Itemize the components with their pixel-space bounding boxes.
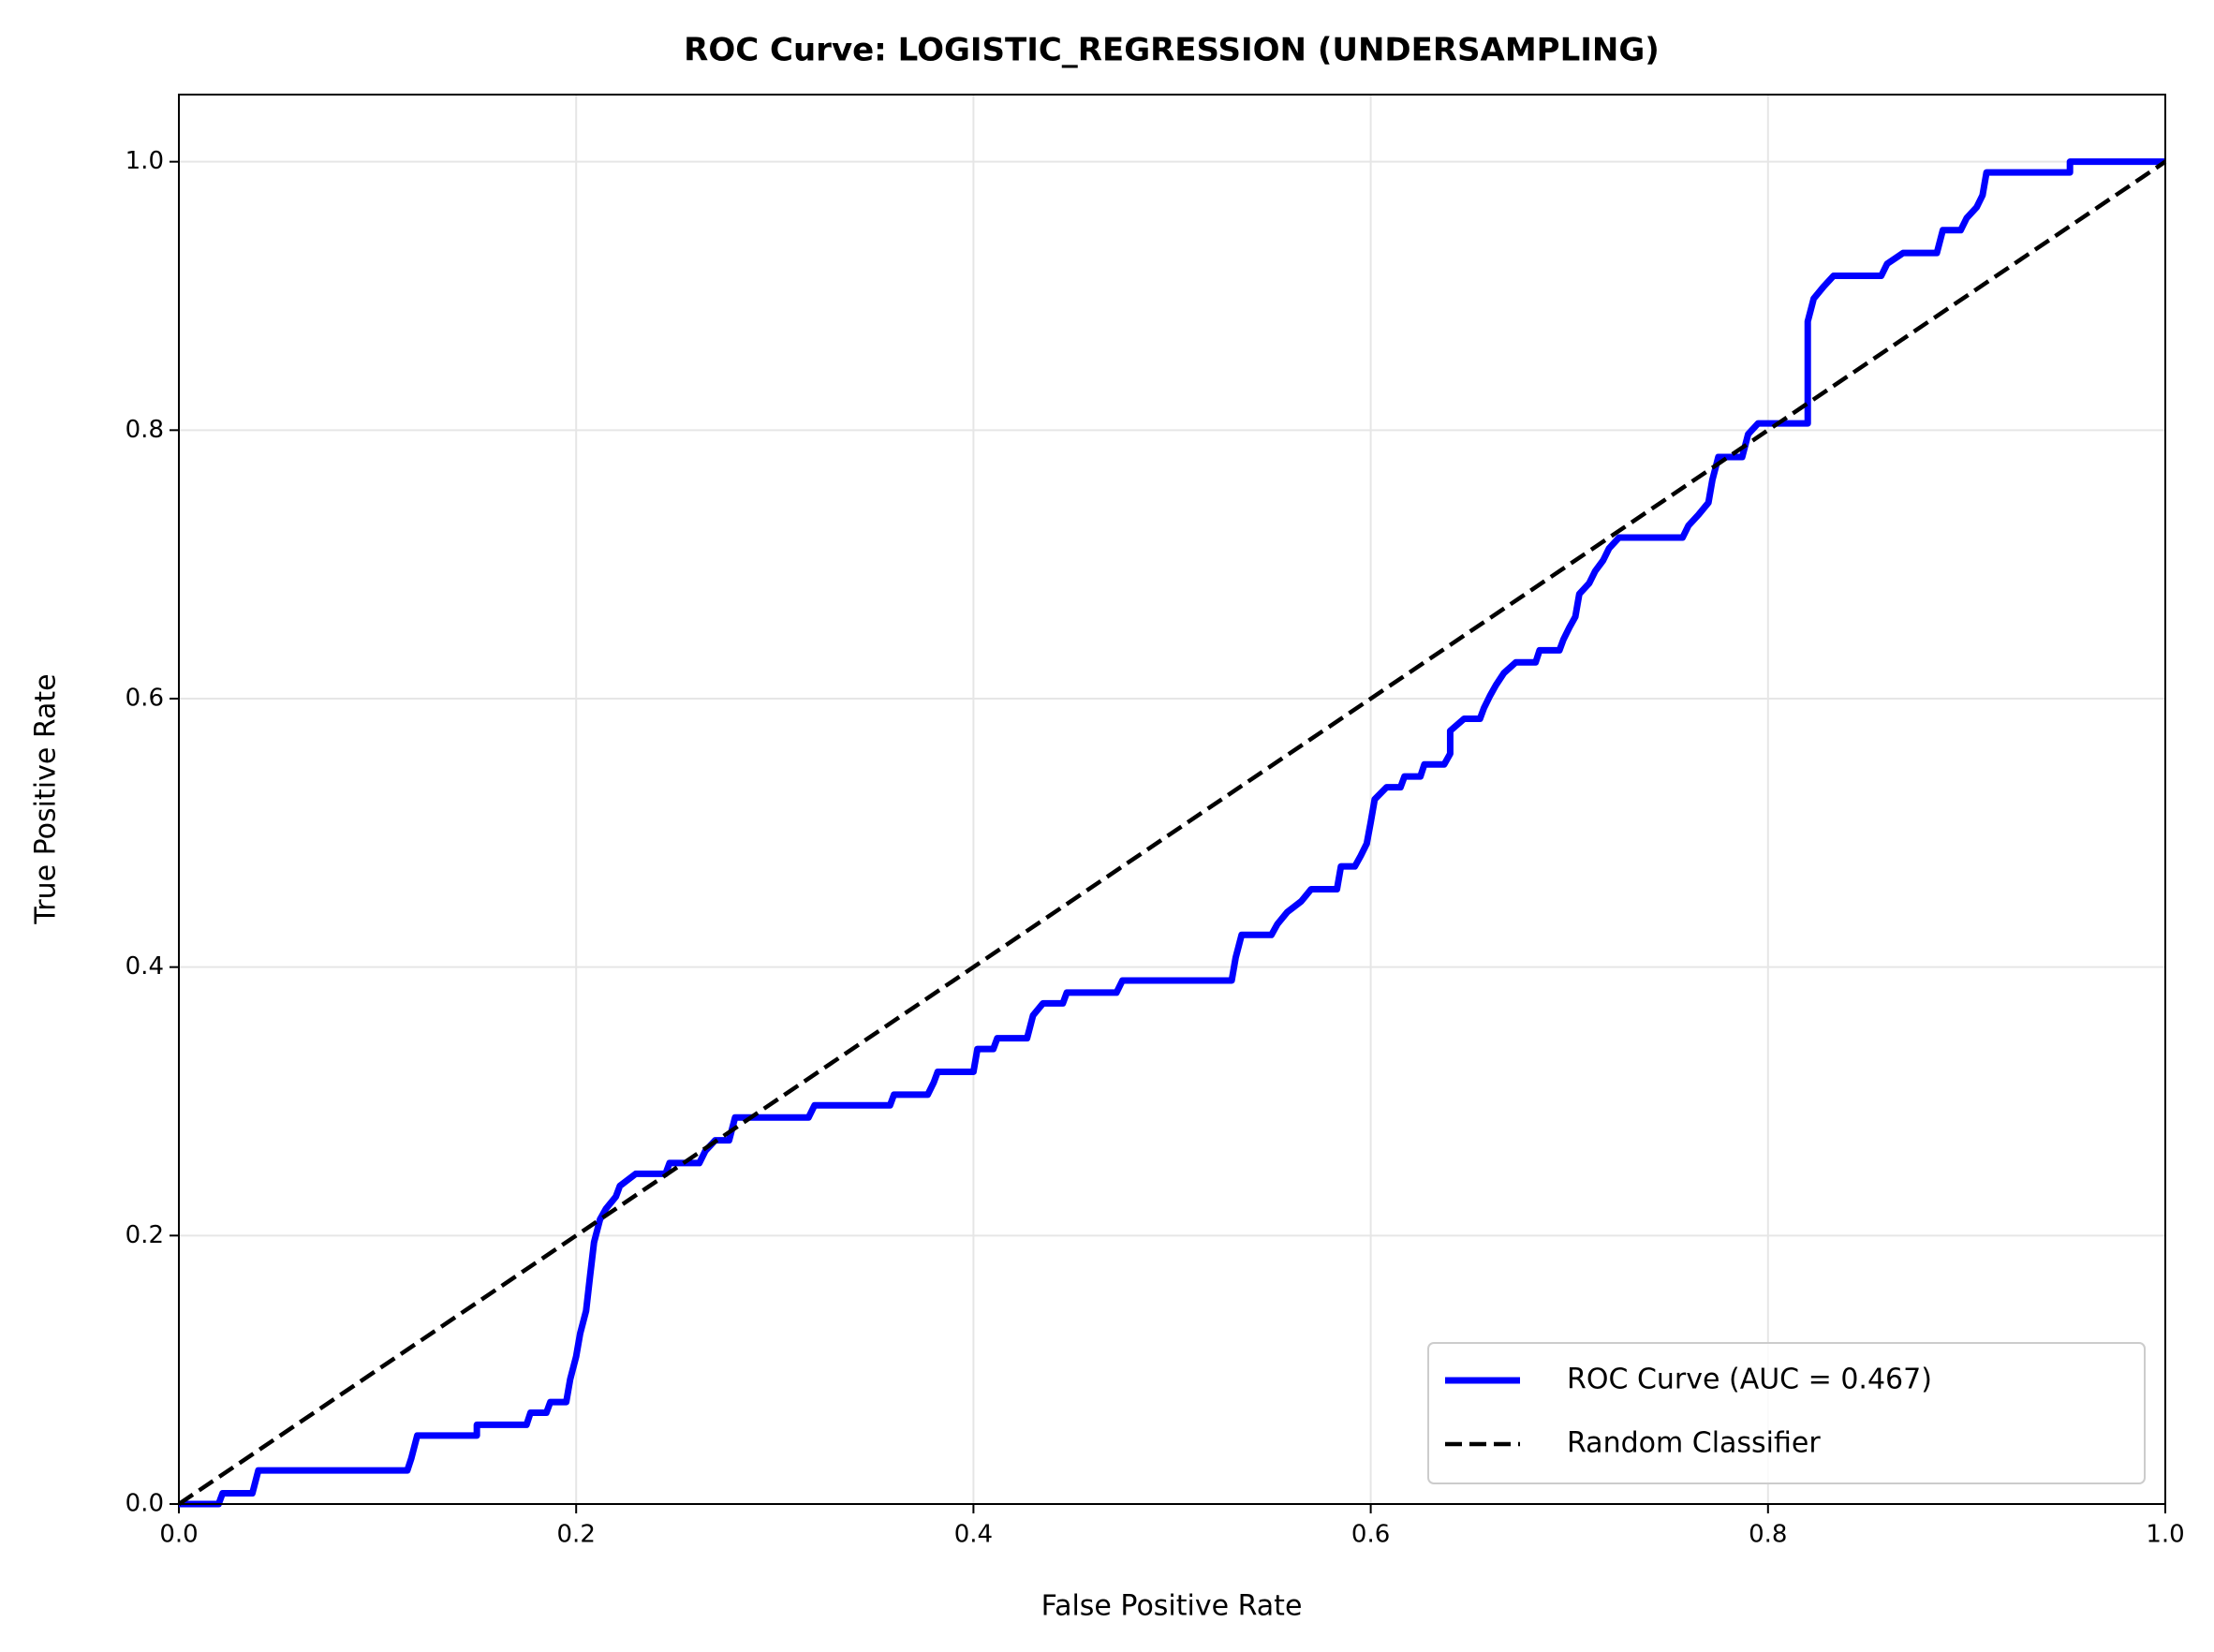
legend-label: ROC Curve (AUC = 0.467) <box>1567 1364 1932 1396</box>
chart-title: ROC Curve: LOGISTIC_REGRESSION (UNDERSAM… <box>684 32 1660 69</box>
x-tick-label: 0.6 <box>1351 1521 1390 1549</box>
x-axis-label: False Positive Rate <box>1041 1590 1303 1623</box>
x-tick-label: 1.0 <box>2146 1521 2184 1549</box>
y-tick-label: 0.6 <box>125 685 164 713</box>
plot-frame <box>178 94 2166 1505</box>
x-tick-label: 0.8 <box>1749 1521 1787 1549</box>
y-tick-label: 0.8 <box>125 416 164 444</box>
x-tick-label: 0.0 <box>159 1521 198 1549</box>
x-tick-label: 0.2 <box>557 1521 596 1549</box>
y-tick-label: 0.2 <box>125 1221 164 1249</box>
series-line <box>179 158 2165 1508</box>
legend-box <box>1427 1342 2146 1484</box>
y-tick-label: 1.0 <box>125 147 164 175</box>
series-line <box>177 159 2167 1506</box>
y-tick-label: 0.4 <box>125 952 164 981</box>
y-axis-label: True Positive Rate <box>30 673 63 924</box>
legend-label: Random Classifier <box>1567 1427 1821 1460</box>
y-tick-label: 0.0 <box>125 1490 164 1518</box>
x-tick-label: 0.4 <box>954 1521 993 1549</box>
